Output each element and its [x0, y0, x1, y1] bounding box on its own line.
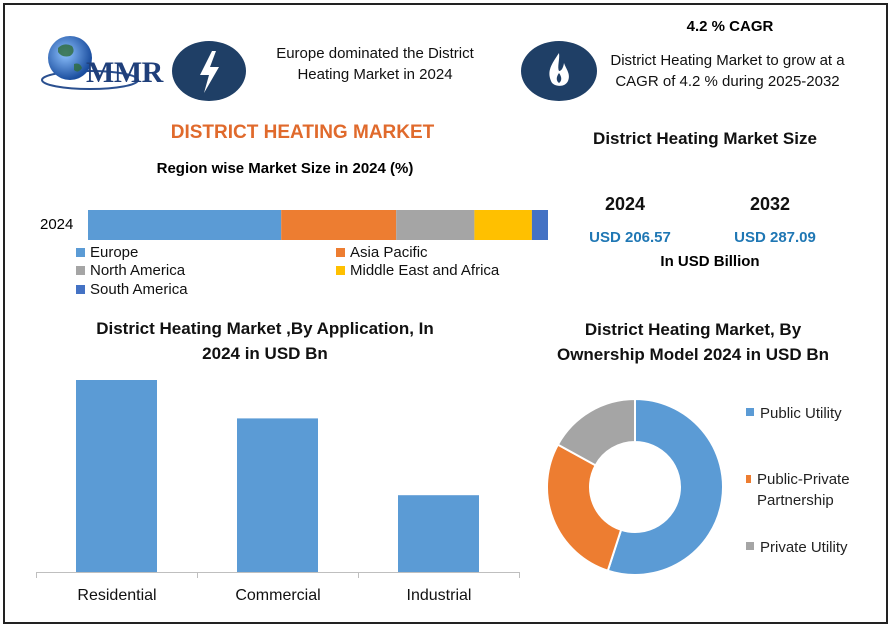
market-size-value-2024: USD 206.57	[589, 229, 671, 246]
market-size-value-2032: USD 287.09	[734, 229, 816, 246]
donut-slice-public-private-partnership	[546, 443, 623, 572]
region-chart-title: Region wise Market Size in 2024 (%)	[156, 160, 414, 177]
flame-icon	[521, 41, 597, 101]
legend-asia-pacific: Asia Pacific	[336, 244, 428, 261]
region-stacked-bar	[88, 210, 548, 240]
donut-slice-private-utility	[556, 397, 636, 467]
cagr-statement: District Heating Market to grow at a CAG…	[610, 52, 845, 90]
main-title: DISTRICT HEATING MARKET	[170, 122, 435, 143]
legend-middle-east-africa: Middle East and Africa	[336, 262, 499, 279]
legend-europe: Europe	[76, 244, 138, 261]
logo: MMR	[30, 30, 170, 100]
bar-residential	[76, 380, 157, 572]
market-size-unit: In USD Billion	[660, 253, 760, 270]
region-bar-segment-middle-east-africa	[474, 210, 532, 240]
market-size-title: District Heating Market Size	[593, 129, 817, 148]
category-label-residential: Residential	[77, 587, 157, 604]
region-bar-category-label: 2024	[40, 216, 74, 233]
category-label-commercial: Commercial	[235, 587, 321, 604]
region-bar-segment-south-america	[531, 210, 548, 240]
application-chart-title: District Heating Market ,By Application,…	[96, 319, 434, 363]
legend-south-america: South America	[76, 281, 188, 298]
application-bar-chart	[36, 380, 520, 578]
legend-north-america: North America	[76, 262, 185, 279]
donut-legend-public-utility: Public Utility	[746, 403, 842, 424]
region-bar-segment-north-america	[396, 210, 475, 240]
market-size-year-2024: 2024	[604, 194, 646, 214]
region-bar-segment-europe	[88, 210, 282, 240]
lightning-bolt-icon	[172, 41, 246, 101]
region-bar-segment-asia-pacific	[281, 210, 397, 240]
bar-commercial	[237, 418, 318, 572]
globe-icon	[41, 36, 139, 90]
cagr-title: 4.2 % CAGR	[686, 18, 774, 35]
europe-statement: Europe dominated the District Heating Ma…	[276, 45, 474, 83]
donut-slice-public-utility	[606, 397, 724, 576]
logo-text: MMR	[86, 56, 163, 89]
donut-legend-private-utility: Private Utility	[746, 537, 848, 558]
market-size-year-2032: 2032	[749, 194, 791, 214]
bar-industrial	[398, 495, 479, 572]
ownership-donut-chart	[546, 397, 724, 576]
category-label-industrial: Industrial	[406, 587, 472, 604]
ownership-chart-title: District Heating Market, By Ownership Mo…	[556, 320, 830, 364]
donut-legend-public-private: Public-Private Partnership	[746, 469, 866, 511]
